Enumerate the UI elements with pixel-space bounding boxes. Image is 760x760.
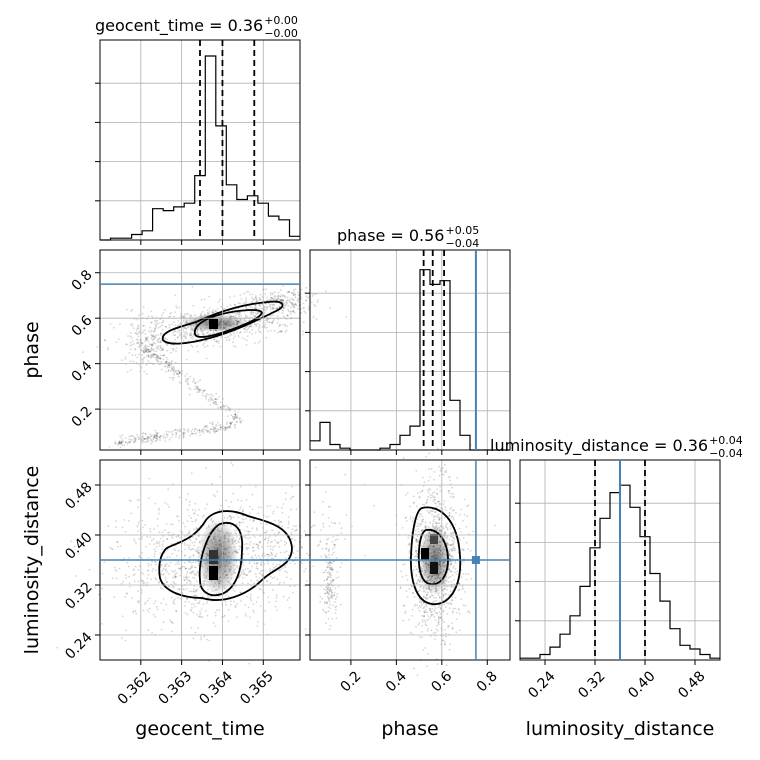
axis-label-x-geocent_time: geocent_time [135, 718, 264, 740]
contour-phase-geocent-outer [161, 300, 284, 345]
panel-frame [99, 249, 301, 451]
truth-marker [471, 556, 480, 564]
tick-label-x-luminosity_distance: 0.24 [525, 668, 558, 701]
title-luminosity_distance: luminosity_distance = 0.36 [490, 436, 708, 456]
scatter-phase-geocent-right [227, 285, 319, 317]
panel-phase-vs-phase [305, 249, 511, 455]
tick-label-x-geocent_time: 0.365 [237, 668, 277, 708]
histogram-layer [100, 55, 720, 659]
title-phase: phase = 0.56 [337, 226, 444, 245]
scatter-phase-geocent-zigzag [142, 345, 243, 424]
histogram-phase [310, 269, 510, 451]
tick-label-x-luminosity_distance: 0.40 [625, 668, 658, 701]
scatter-ld-phase-secondary [319, 506, 340, 631]
tick-label-x-geocent_time: 0.364 [196, 668, 236, 708]
title-sup-luminosity_distance: +0.04 [709, 434, 743, 447]
title-sub-luminosity_distance: −0.04 [709, 447, 743, 460]
tick-label-y-phase: 0.6 [69, 312, 96, 339]
axis-label-x-luminosity_distance: luminosity_distance [526, 718, 715, 740]
tick-label-x-phase: 0.6 [428, 668, 455, 695]
label-layer: geocent_time = 0.36 +0.00−0.00 phase = 0.5… [21, 14, 743, 740]
title-sup-geocent_time: +0.00 [264, 14, 298, 27]
tick-label-x-phase: 0.2 [337, 668, 364, 695]
tick-label-y-phase: 0.2 [69, 403, 96, 430]
title-geocent_time: geocent_time = 0.36 [95, 16, 263, 36]
marker-line-layer [100, 40, 646, 660]
axis-label-x-phase: phase [381, 718, 438, 740]
title-sub-geocent_time: −0.00 [264, 27, 298, 40]
contour-ld-geocent-inner [198, 522, 244, 597]
tick-label-x-geocent_time: 0.362 [115, 668, 155, 708]
density-peak-ld-geocent [209, 566, 218, 580]
panel-geocent_time-vs-geocent_time [95, 39, 301, 245]
axis-label-y-luminosity_distance: luminosity_distance [21, 466, 43, 655]
title-sub-phase: −0.04 [445, 237, 479, 250]
axis-label-y-phase: phase [21, 321, 43, 378]
density-mid-ld-geocent [209, 550, 218, 564]
contour-layer [158, 300, 462, 605]
density-peak-ld-phase-a [421, 548, 429, 560]
tick-label-x-phase: 0.8 [474, 668, 501, 695]
panel-phase-vs-geocent_time [95, 249, 301, 455]
density-peak-ld-phase-b [430, 562, 438, 574]
scatter-phase-geocent-bottom-streak [108, 418, 237, 449]
density-peak-ld-phase-c [430, 534, 438, 544]
panel-frame [309, 249, 511, 451]
panel-luminosity_distance-vs-luminosity_distance [515, 459, 721, 665]
axes-layer [95, 39, 721, 665]
scatter-layer [56, 285, 496, 682]
scatter-phase-geocent-left [96, 306, 190, 375]
title-sup-phase: +0.05 [445, 224, 479, 237]
tick-label-x-luminosity_distance: 0.32 [575, 668, 608, 701]
tick-label-y-luminosity_distance: 0.48 [62, 479, 95, 512]
contour-ld-geocent-outer [158, 510, 293, 601]
tick-label-x-luminosity_distance: 0.48 [675, 668, 708, 701]
contour-ld-phase-outer [410, 506, 462, 605]
tick-label-y-luminosity_distance: 0.32 [62, 579, 95, 612]
tick-label-y-phase: 0.8 [69, 267, 96, 294]
tick-label-y-luminosity_distance: 0.40 [62, 529, 95, 562]
contour-ld-phase-inner [417, 529, 449, 586]
histogram-geocent_time [100, 55, 300, 241]
tick-label-x-geocent_time: 0.363 [156, 668, 196, 708]
density-peak-phase-geocent [209, 319, 218, 329]
tick-label-x-phase: 0.4 [383, 668, 410, 695]
panel-luminosity_distance-vs-geocent_time [95, 459, 301, 665]
tick-label-y-phase: 0.4 [69, 358, 96, 385]
tick-label-y-luminosity_distance: 0.24 [62, 629, 95, 662]
